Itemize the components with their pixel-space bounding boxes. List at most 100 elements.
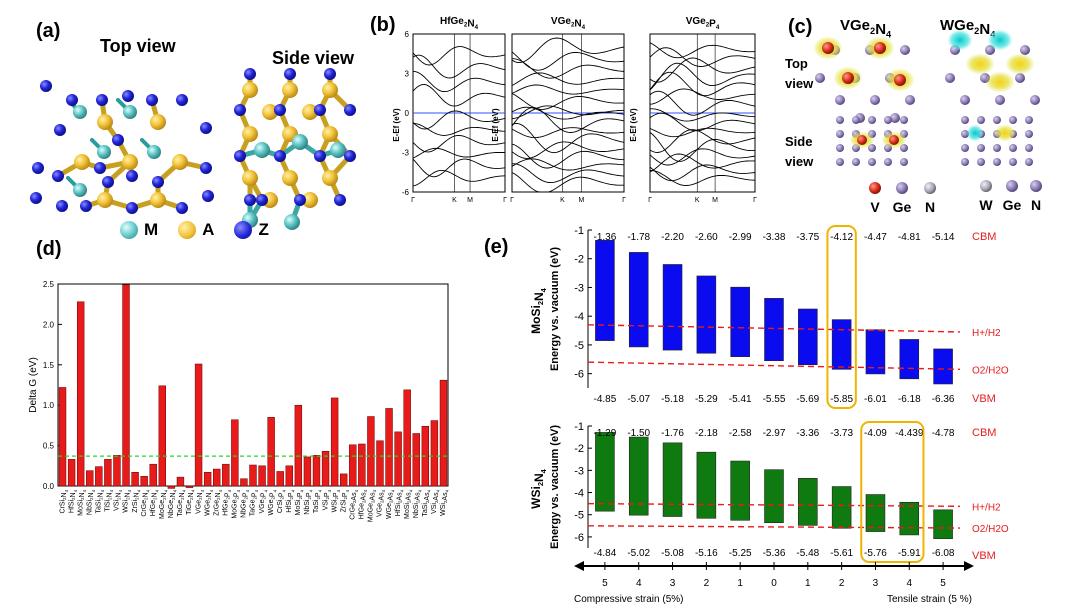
- cbm-value: -1.36: [594, 232, 617, 243]
- v-atom: [822, 42, 834, 54]
- z-atom: [80, 200, 92, 212]
- strain-axis-arrow-right: [964, 561, 974, 571]
- vbm-value: -5.16: [695, 548, 718, 559]
- vbm-value: -5.85: [830, 394, 853, 405]
- n-atom: [961, 130, 969, 138]
- band-line: [511, 158, 625, 171]
- y-tick-label: -6: [574, 532, 584, 544]
- band-gap-bar: [798, 478, 818, 526]
- x-tick-label: WSi2P4: [331, 489, 341, 512]
- x-tick-label: NbGe2P4: [241, 489, 251, 517]
- m-atom: [284, 214, 300, 230]
- bar-NbSi2P4: [303, 456, 312, 487]
- kpoint-label: Γ: [503, 197, 507, 204]
- band-ylabel: E-Ef (eV): [392, 108, 401, 142]
- strain-tick-label: 5: [602, 578, 608, 589]
- highlight-box: [826, 225, 857, 409]
- bar-NbSi2As4: [412, 433, 420, 487]
- y-tick-label: -3: [574, 465, 584, 477]
- bar-TaSi2N4: [95, 466, 103, 487]
- x-tick-label: NbSi2P4: [304, 489, 314, 514]
- a-atom: [97, 114, 113, 130]
- cbm-value: -1.50: [627, 428, 650, 439]
- wsi2n4-band-chart: -1 -2 -3 -4 -5 -6 Energy vs. vacuum (eV)WSi2N4…: [529, 421, 1009, 563]
- atom-legend: M A Z: [120, 220, 269, 240]
- charge-lobe: [966, 54, 994, 74]
- a-atom: [282, 170, 298, 186]
- n-atom: [1025, 144, 1033, 152]
- band-line: [412, 135, 506, 153]
- legend-right-n: N: [1031, 197, 1041, 213]
- a-atom: [122, 154, 138, 170]
- bar-TiSi2N4: [104, 459, 112, 487]
- bar-HfGe2N4: [149, 463, 157, 487]
- legend-ge-atom: [1006, 180, 1018, 192]
- n-atom: [1009, 144, 1017, 152]
- n-atom: [852, 158, 860, 166]
- x-tick-label: WSi2N4: [123, 489, 133, 512]
- x-tick-label: VGe2As4: [377, 489, 387, 517]
- vbm-value: -5.29: [695, 394, 718, 405]
- cbm-value: -4.09: [864, 428, 887, 439]
- band-line: [412, 84, 506, 107]
- o-redox-label: O2/H2O: [972, 365, 1009, 376]
- o-redox-label: O2/H2O: [972, 524, 1009, 535]
- bar-HfSi2P4: [285, 465, 293, 487]
- n-atom: [870, 95, 880, 105]
- vbm-label: VBM: [972, 393, 996, 405]
- x-tick-label: HfGe2N4: [150, 489, 160, 516]
- cbm-value: -4.78: [932, 428, 955, 439]
- band-line: [649, 62, 756, 91]
- charge-lobe: [988, 30, 1012, 50]
- z-atom: [96, 94, 108, 106]
- y-tick-label: -6: [574, 369, 584, 381]
- band-line: [412, 158, 506, 178]
- panel-c-label: (c): [788, 16, 813, 38]
- z-atom: [244, 68, 256, 80]
- vbm-value: -5.02: [627, 548, 650, 559]
- n-atom: [815, 73, 825, 83]
- band-ytick: -6: [402, 188, 410, 197]
- x-tick-label: ZrSi2P4: [340, 489, 350, 512]
- z-atom: [56, 200, 68, 212]
- a-atom: [302, 104, 318, 120]
- side-row-label-2: view: [785, 154, 814, 169]
- band-line: [412, 46, 506, 66]
- x-tick-label: MoSi2As4: [404, 489, 414, 519]
- n-atom: [993, 116, 1001, 124]
- z-atom: [274, 104, 286, 116]
- band-gap-bar: [628, 436, 649, 516]
- cbm-value: -4.81: [898, 232, 921, 243]
- z-atom: [30, 192, 42, 204]
- x-tick-label: WGe2N4: [204, 489, 214, 515]
- band-gap-bar: [798, 308, 818, 366]
- kpoint-label: M: [579, 197, 585, 204]
- bar-WGe2As4: [385, 408, 393, 487]
- band-gap-bar: [933, 509, 953, 539]
- z-atom: [32, 162, 44, 174]
- compressive-strain-label: Compressive strain (5%): [574, 594, 683, 605]
- band-plot-title: VGe2P4: [686, 16, 720, 31]
- bar-VSi2N4: [113, 455, 121, 487]
- z-atom: [94, 162, 106, 174]
- legend-left-v: V: [870, 199, 880, 215]
- cbm-value: -5.14: [932, 232, 955, 243]
- x-tick-label: HfGe2P4: [223, 489, 233, 515]
- kpoint-label: K: [695, 197, 700, 204]
- n-atom: [945, 73, 955, 83]
- bar-HfSi2N4: [67, 459, 76, 487]
- band-line: [412, 54, 506, 79]
- legend-n-atom: [924, 182, 936, 194]
- top-view-title: Top view: [100, 36, 176, 56]
- z-atom: [202, 190, 214, 202]
- n-atom: [900, 158, 908, 166]
- vbm-value: -6.36: [932, 394, 955, 405]
- x-tick-label: VGe2P4: [259, 489, 269, 513]
- vbm-value: -6.01: [864, 394, 887, 405]
- n-atom: [836, 116, 844, 124]
- cbm-value: -2.18: [695, 428, 718, 439]
- band-line: [412, 147, 506, 159]
- x-tick-label: VSi2P4: [322, 489, 332, 510]
- x-tick-label: NbGe2N4: [168, 489, 178, 518]
